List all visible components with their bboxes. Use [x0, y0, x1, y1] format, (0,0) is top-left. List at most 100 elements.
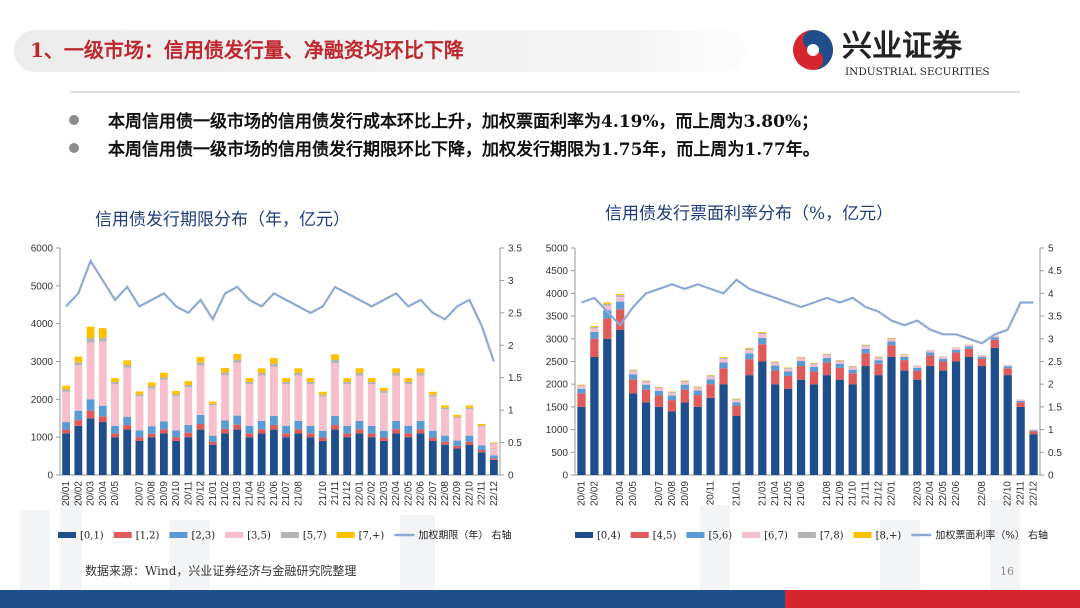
legend-swatch: [797, 532, 816, 538]
bar-segment: [172, 430, 181, 438]
bar-segment: [355, 368, 364, 373]
bar-segment: [887, 341, 896, 346]
bar-segment: [404, 425, 413, 434]
bar-segment: [667, 392, 677, 396]
bar-segment: [441, 441, 449, 445]
footer-bar-accent: [785, 590, 1080, 608]
y-tick-label: 500: [551, 448, 568, 459]
x-tick-label: 22/08: [440, 481, 451, 506]
bar-segment: [147, 437, 156, 475]
y2-tick-label: 3.5: [508, 244, 522, 255]
bar-segment: [990, 339, 999, 348]
bar-segment: [861, 348, 870, 354]
bar-segment: [111, 378, 119, 382]
bar-segment: [416, 375, 425, 421]
bar-segment: [343, 433, 352, 438]
bar-segment: [111, 437, 119, 475]
bar-segment: [913, 379, 922, 475]
x-tick-label: 22/07: [428, 481, 439, 506]
bar-segment: [392, 368, 401, 373]
bar-segment: [404, 381, 413, 385]
bar-segment: [282, 425, 291, 434]
bar-segment: [294, 372, 303, 376]
legend-swatch: [113, 532, 132, 538]
bar-segment: [951, 361, 961, 475]
bar-segment: [147, 382, 156, 387]
bar-segment: [590, 326, 599, 329]
bar-segment: [732, 405, 741, 416]
bar-segment: [196, 362, 205, 366]
bar-segment: [964, 345, 974, 347]
bar-segment: [938, 370, 948, 475]
bar-segment: [428, 391, 437, 395]
x-tick-label: 21/09: [835, 481, 846, 506]
bar-segment: [331, 429, 339, 475]
bar-segment: [135, 391, 144, 395]
bar-segment: [367, 381, 376, 385]
bar-segment: [74, 420, 83, 426]
y-tick-label: 4000: [31, 319, 54, 330]
page-number: 16: [1000, 565, 1014, 578]
bar-segment: [489, 458, 498, 460]
bar-segment: [196, 356, 205, 363]
bar-segment: [874, 360, 883, 364]
bar-segment: [135, 437, 144, 441]
bar-segment: [951, 347, 961, 350]
bar-segment: [616, 329, 625, 475]
bar-segment: [887, 356, 896, 475]
bar-segment: [62, 429, 71, 434]
bar-segment: [822, 375, 832, 475]
x-tick-label: 22/04: [391, 481, 402, 506]
bar-segment: [282, 381, 291, 385]
bar-segment: [1003, 365, 1012, 367]
bar-segment: [628, 370, 638, 372]
bar-segment: [900, 360, 909, 371]
bar-segment: [74, 362, 83, 366]
bar-segment: [887, 345, 896, 357]
bar-segment: [900, 356, 909, 361]
bar-segment: [964, 346, 974, 349]
bar-segment: [147, 433, 156, 438]
bar-segment: [680, 381, 689, 385]
y-tick-label: 4000: [546, 289, 569, 300]
bar-segment: [123, 429, 132, 475]
footer-bar: [0, 590, 785, 608]
bar-segment: [441, 444, 449, 475]
bar-segment: [208, 441, 217, 445]
y2-tick-label: 2: [508, 341, 514, 352]
bar-segment: [900, 355, 909, 357]
y-tick-label: 2500: [546, 357, 569, 368]
bar-segment: [111, 425, 119, 434]
bar-segment: [977, 358, 987, 367]
y2-tick-label: 1: [1048, 425, 1054, 436]
bar-segment: [641, 402, 651, 475]
bar-segment: [282, 378, 291, 382]
skyline: [20, 490, 1020, 590]
bar-segment: [732, 400, 741, 403]
bar-segment: [835, 379, 844, 475]
bar-segment: [221, 433, 229, 475]
bar-segment: [355, 375, 364, 421]
y-tick-label: 2000: [31, 395, 54, 406]
bar-segment: [135, 440, 144, 475]
x-tick-label: 21/05: [257, 481, 268, 506]
bar-segment: [641, 389, 651, 403]
bar-segment: [706, 379, 715, 385]
bar-segment: [719, 368, 728, 385]
bar-segment: [938, 361, 948, 371]
y2-tick-label: 2.5: [508, 308, 522, 319]
bar-segment: [416, 433, 425, 475]
x-tick-label: 22/03: [912, 481, 923, 506]
legend-label: [1,2): [136, 531, 160, 542]
bar-segment: [693, 387, 702, 391]
legend-label: 加权期限（年） 右轴: [418, 529, 511, 542]
bar-segment: [745, 353, 754, 360]
bar-segment: [465, 407, 474, 410]
bar-segment: [306, 433, 315, 438]
bar-segment: [294, 375, 303, 421]
bar-segment: [848, 373, 857, 385]
bar-segment: [771, 361, 780, 363]
bar-segment: [404, 384, 413, 426]
bar-segment: [926, 350, 935, 353]
bar-segment: [977, 355, 987, 357]
